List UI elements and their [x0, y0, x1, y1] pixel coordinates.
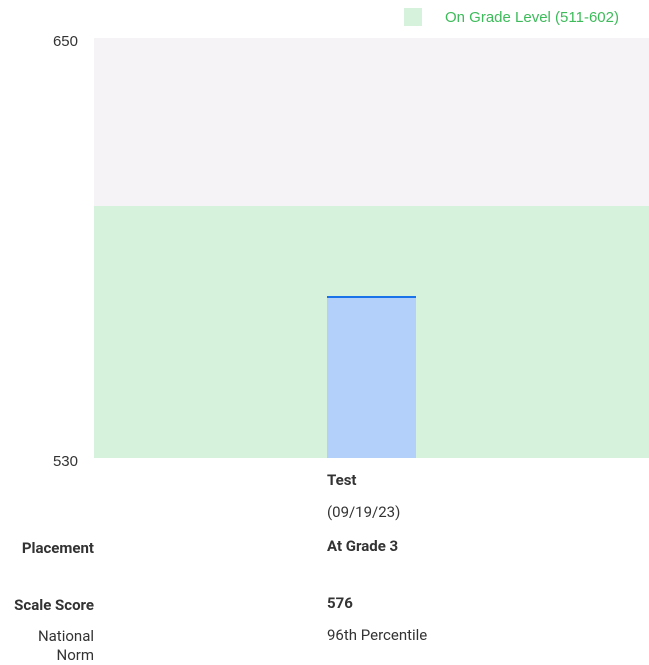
legend-label: On Grade Level (511-602) — [445, 9, 619, 26]
x-tick-label: Test — [327, 471, 357, 489]
row-label: Placement — [21, 539, 94, 557]
chart: On Grade Level (511-602) 530 650 — [53, 8, 649, 470]
y-tick-label: 650 — [53, 33, 78, 50]
row-value: 576 — [327, 594, 353, 612]
row-label: Scale Score — [14, 596, 94, 614]
bar — [327, 297, 416, 458]
legend-swatch — [404, 8, 422, 26]
y-tick-label: 530 — [53, 453, 78, 470]
row-value: At Grade 3 — [327, 537, 399, 555]
row-value: 96th Percentile — [327, 626, 428, 644]
row-label: National Norm — [37, 627, 94, 664]
x-tick-date: (09/19/23) — [327, 503, 401, 521]
